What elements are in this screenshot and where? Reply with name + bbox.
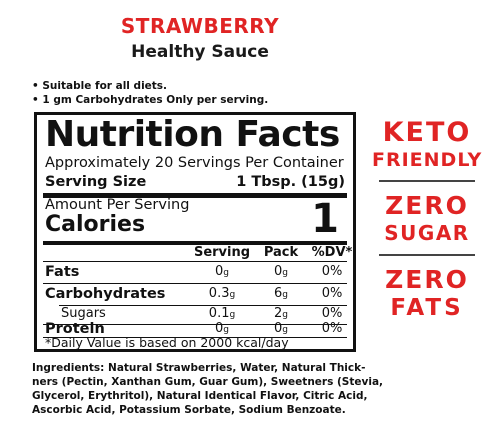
- serving-value: 0.1g: [208, 306, 236, 321]
- zero-sugar-badge: ZERO SUGAR: [384, 191, 470, 246]
- nutrition-facts-title: Nutrition Facts: [45, 114, 340, 155]
- keto-friendly-badge: KETO FRIENDLY: [372, 117, 483, 172]
- pack-value: 6g: [274, 286, 288, 301]
- dv-value: 0%: [321, 286, 343, 301]
- thin-divider: [43, 324, 347, 325]
- pack-value: 0g: [274, 264, 288, 279]
- thin-divider: [59, 305, 347, 306]
- calories-value: 1: [311, 196, 339, 242]
- thin-divider: [43, 283, 347, 284]
- ingredients-line: ners (Pectin, Xanthan Gum, Guar Gum), Sw…: [32, 376, 384, 388]
- nutrition-facts-panel: Nutrition Facts Approximately 20 Serving…: [34, 112, 356, 352]
- amount-per-serving: Amount Per Serving: [45, 197, 190, 213]
- row-label: Sugars: [61, 306, 106, 321]
- table-row: Carbohydrates 0.3g 6g 0%: [37, 284, 353, 304]
- dv-value: 0%: [321, 321, 343, 336]
- serving-size-label: Serving Size: [45, 174, 147, 190]
- badge-divider: [379, 180, 475, 182]
- thick-divider: [43, 241, 347, 245]
- thick-divider: [43, 193, 347, 198]
- dv-value: 0%: [321, 306, 343, 321]
- calories-label: Calories: [45, 212, 146, 237]
- ingredients-line: Ascorbic Acid, Potassium Sorbate, Sodium…: [32, 404, 346, 416]
- bullet-item: • Suitable for all diets.: [32, 80, 168, 92]
- ingredients-line: Glycerol, Erythritol), Natural Identical…: [32, 390, 368, 402]
- daily-value-footnote: *Daily Value is based on 2000 kcal/day: [45, 335, 289, 350]
- serving-value: 0.3g: [208, 286, 236, 301]
- zero-fats-badge: ZERO FATS: [385, 265, 469, 322]
- badge-divider: [379, 254, 475, 256]
- bullet-item: • 1 gm Carbohydrates Only per serving.: [32, 94, 269, 106]
- pack-value: 0g: [274, 321, 288, 336]
- thin-divider: [43, 261, 347, 262]
- serving-value: 0g: [215, 321, 229, 336]
- column-header-pack: Pack: [263, 245, 299, 260]
- table-row: Sugars 0.1g 2g 0%: [37, 304, 353, 324]
- claim-badges: KETO FRIENDLY ZERO SUGAR ZERO FATS: [372, 118, 482, 322]
- serving-size-row: Serving Size 1 Tbsp. (15g): [45, 173, 345, 191]
- ingredients-text: Ingredients: Natural Strawberries, Water…: [32, 361, 402, 417]
- column-header-serving: Serving: [193, 245, 251, 260]
- product-title: STRAWBERRY: [120, 14, 280, 38]
- column-header-dv: %DV*: [311, 245, 353, 260]
- table-row: Protein 0g 0g 0%: [37, 319, 353, 339]
- ingredients-line: Ingredients: Natural Strawberries, Water…: [32, 362, 366, 374]
- product-subtitle: Healthy Sauce: [131, 42, 269, 62]
- feature-bullets: • Suitable for all diets. • 1 gm Carbohy…: [32, 79, 268, 107]
- row-label: Carbohydrates: [45, 286, 166, 302]
- dv-value: 0%: [321, 264, 343, 279]
- serving-value: 0g: [215, 264, 229, 279]
- thin-divider: [43, 337, 347, 338]
- table-row: Fats 0g 0g 0%: [37, 262, 353, 282]
- row-label: Fats: [45, 264, 80, 280]
- serving-size-value: 1 Tbsp. (15g): [236, 174, 345, 190]
- pack-value: 2g: [274, 306, 288, 321]
- row-label: Protein: [45, 321, 105, 337]
- servings-per-container: Approximately 20 Servings Per Container: [45, 155, 344, 171]
